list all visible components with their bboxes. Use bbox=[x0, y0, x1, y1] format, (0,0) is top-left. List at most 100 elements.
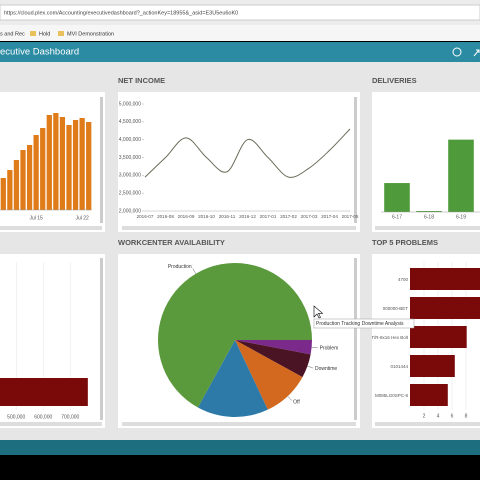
tooltip-text: Production Tracking Downtime Analysis bbox=[316, 321, 404, 327]
x-tick-label: 2017-03 bbox=[301, 214, 318, 219]
bar bbox=[410, 326, 467, 348]
app-title: ecutive Dashboard bbox=[0, 47, 79, 58]
leader-line bbox=[192, 268, 197, 274]
scrollbar[interactable] bbox=[354, 97, 357, 223]
y-tick-label: 3,500,000 bbox=[119, 155, 141, 161]
scrollbar[interactable] bbox=[100, 258, 103, 420]
scrollbar[interactable] bbox=[354, 258, 357, 420]
x-tick-label: 2016-12 bbox=[239, 214, 256, 219]
x-tick-label: 2017-02 bbox=[280, 214, 297, 219]
y-tick-label: 3,000,000 bbox=[119, 173, 141, 179]
scrollbar[interactable] bbox=[122, 226, 356, 230]
bar bbox=[13, 160, 20, 210]
charts: Jul 15 Jul 22 NET INCOME 2,000,000 2,500,000… bbox=[0, 76, 480, 420]
x-tick-label: 2016-08 bbox=[157, 214, 174, 219]
x-tick-label: Jul 22 bbox=[75, 215, 89, 221]
bar bbox=[33, 135, 39, 210]
bar bbox=[20, 150, 26, 210]
bar bbox=[53, 113, 59, 210]
bar bbox=[384, 183, 410, 212]
x-tick-label: 2016-07 bbox=[137, 214, 154, 219]
bookmarks-bar bbox=[0, 25, 480, 41]
bar bbox=[72, 120, 79, 210]
slice-label: Production bbox=[168, 264, 192, 270]
bar bbox=[448, 139, 474, 212]
x-tick-label: 8 bbox=[465, 413, 468, 419]
x-tick-label: 6 bbox=[451, 413, 454, 419]
bar bbox=[410, 355, 455, 377]
chart: 2 4 6 8 4700 000000-BET T/R-8x16 Hex Bolt 01014… bbox=[371, 262, 480, 419]
address-field[interactable] bbox=[0, 4, 480, 21]
y-tick-label: 2,000,000 bbox=[119, 208, 141, 214]
y-tick-label: M085LG0SPC-8 bbox=[375, 393, 409, 398]
y-tick-label: 5,000,000 bbox=[119, 101, 141, 107]
bar bbox=[410, 384, 448, 406]
x-tick-label: 2016-09 bbox=[178, 214, 195, 219]
bookmark[interactable]: s and Rec bbox=[0, 31, 25, 37]
pie-slice bbox=[235, 340, 312, 355]
chart: Problem Downtime Off Production bbox=[158, 263, 338, 417]
tooltip: Production Tracking Downtime Analysis bbox=[313, 318, 415, 329]
pie-slice bbox=[158, 263, 312, 408]
x-tick-label: 6-19 bbox=[456, 214, 466, 220]
y-tick-label: 0101444 bbox=[390, 364, 408, 369]
panel-title: DELIVERIES bbox=[372, 76, 417, 85]
pie-slice bbox=[235, 340, 303, 410]
slice-label: Off bbox=[293, 399, 300, 405]
bookmark[interactable]: MVI Demonstration bbox=[67, 31, 114, 37]
tooltip-box bbox=[313, 318, 415, 329]
expand-icon[interactable] bbox=[473, 49, 480, 57]
line bbox=[144, 128, 351, 178]
x-tick-label: 6-18 bbox=[424, 214, 434, 220]
scrollbar[interactable] bbox=[0, 422, 102, 426]
panel-title: TOP 5 PROBLEMS bbox=[372, 238, 438, 247]
leader-line bbox=[311, 346, 318, 349]
y-tick-label: 4,500,000 bbox=[119, 119, 141, 125]
bar bbox=[40, 128, 46, 210]
x-tick-label: 2016-11 bbox=[219, 214, 236, 219]
chart: 500,000 600,000 700,000 bbox=[0, 262, 88, 420]
y-tick-label: 4,000,000 bbox=[119, 137, 141, 143]
panel-title: NET INCOME bbox=[118, 76, 165, 85]
folder-icon bbox=[58, 31, 64, 36]
url: https://cloud.plex.com/Accounting/execut… bbox=[4, 10, 238, 16]
footer-bar bbox=[0, 440, 480, 455]
pie-slice bbox=[197, 340, 268, 417]
clock-icon[interactable] bbox=[452, 47, 462, 57]
scrollbar[interactable] bbox=[122, 422, 356, 426]
y-tick-label: 4700 bbox=[398, 277, 409, 282]
bar bbox=[7, 170, 13, 210]
bar bbox=[79, 118, 85, 210]
cursor bbox=[313, 305, 324, 319]
pie-slice bbox=[235, 340, 311, 378]
bar bbox=[46, 115, 52, 210]
x-tick-label: 4 bbox=[437, 413, 440, 419]
scrollbar[interactable] bbox=[375, 226, 480, 230]
leader-line bbox=[287, 395, 292, 401]
bar bbox=[0, 178, 6, 210]
scrollbar[interactable] bbox=[0, 226, 102, 230]
panel bbox=[118, 92, 360, 232]
bar bbox=[26, 145, 33, 210]
chart: 6-17 6-18 6-19 bbox=[381, 139, 480, 220]
folder-icon bbox=[30, 31, 36, 36]
x-tick-label: 700,000 bbox=[61, 414, 79, 420]
bar bbox=[410, 297, 480, 319]
x-tick-label: 2017-05 bbox=[342, 214, 359, 219]
scrollbar[interactable] bbox=[375, 422, 480, 426]
chart: 2,000,000 2,500,000 3,000,000 3,500,000 4,00… bbox=[119, 101, 359, 219]
x-tick-label: 500,000 bbox=[7, 414, 25, 420]
y-tick-label: 2,500,000 bbox=[119, 190, 141, 196]
bookmark[interactable]: Hold bbox=[39, 31, 50, 37]
x-tick-label: 2017-01 bbox=[260, 214, 277, 219]
x-tick-label: 2017-04 bbox=[321, 214, 338, 219]
scrollbar[interactable] bbox=[100, 97, 103, 223]
x-tick-label: 6-17 bbox=[392, 214, 402, 220]
y-tick-label: 000000-BET bbox=[383, 306, 409, 311]
bar bbox=[0, 378, 88, 406]
bar bbox=[410, 268, 480, 290]
x-tick-label: 2016-10 bbox=[198, 214, 215, 219]
y-tick-label: T/R-8x16 Hex Bolt bbox=[371, 335, 409, 340]
x-tick-label: 2 bbox=[423, 413, 426, 419]
